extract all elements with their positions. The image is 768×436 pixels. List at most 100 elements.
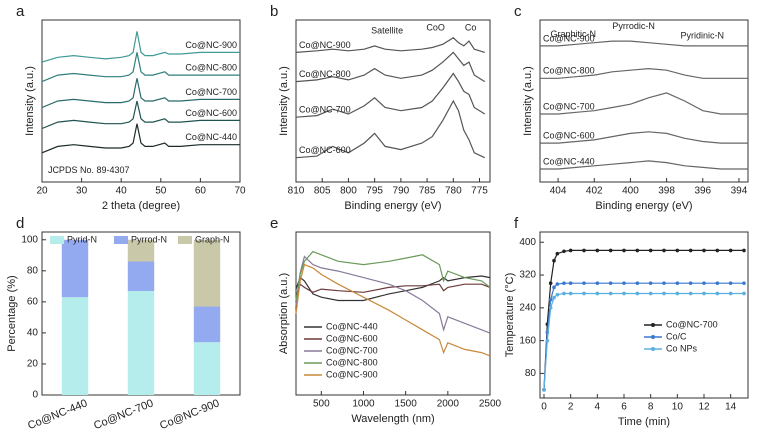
legend-label: Co@NC-700	[326, 345, 378, 355]
data-point	[595, 291, 600, 296]
panel-letter: a	[16, 3, 25, 20]
data-point	[552, 295, 556, 300]
x-tick-label: 398	[658, 186, 675, 197]
x-tick-label: 8	[648, 402, 654, 413]
y-axis-title: Intensity (a.u.)	[522, 66, 534, 136]
data-point	[702, 281, 706, 286]
data-point	[595, 281, 600, 286]
data-point	[635, 281, 640, 286]
x-tick-label: 795	[366, 186, 383, 197]
data-point	[688, 248, 693, 253]
bar-segment	[193, 342, 221, 395]
x-tick-label: 1500	[395, 399, 418, 410]
series-label: Co@NC-900	[543, 33, 595, 43]
data-point	[595, 248, 600, 253]
plot-frame	[41, 19, 241, 183]
data-point	[555, 292, 560, 297]
data-point	[568, 248, 573, 253]
x-tick-label: 10	[672, 402, 684, 413]
data-point	[742, 248, 746, 253]
series-line	[295, 51, 486, 83]
series-label: Co@NC-600	[299, 145, 351, 155]
legend-swatch	[114, 236, 128, 244]
x-tick-label: 50	[155, 186, 167, 197]
annotation: Graphitic-N	[551, 29, 597, 39]
y-tick-label: 240	[519, 302, 536, 313]
y-tick-label: 80	[27, 265, 39, 276]
bar-segment	[193, 306, 221, 343]
data-point	[555, 251, 560, 256]
data-point	[622, 291, 626, 296]
panel-letter: e	[270, 215, 278, 232]
data-point	[662, 291, 666, 296]
legend-swatch	[50, 236, 64, 244]
series-line	[295, 263, 491, 357]
data-point	[662, 281, 666, 286]
x-axis-title: Time (min)	[618, 416, 670, 428]
series-line	[295, 250, 491, 301]
data-point	[702, 248, 706, 253]
bar-segment	[61, 239, 89, 298]
x-axis-title: Binding energy (eV)	[595, 200, 692, 212]
y-tick-label: 100	[21, 234, 38, 245]
series-line	[295, 99, 486, 159]
x-tick-label: 790	[393, 186, 410, 197]
legend-label: Co@NC-900	[326, 369, 378, 379]
legend-label: Co/C	[666, 331, 687, 341]
bar-segment	[193, 239, 221, 307]
data-point	[675, 248, 680, 253]
data-point	[688, 291, 693, 296]
plot-frame	[295, 19, 491, 183]
x-tick-label: 14	[725, 402, 737, 413]
x-tick-label: 400	[622, 186, 639, 197]
data-point	[545, 338, 550, 343]
x-tick-label: 810	[288, 186, 305, 197]
series-line	[41, 31, 240, 63]
x-tick-label: 6	[621, 402, 627, 413]
series-label: Co@NC-900	[299, 40, 351, 50]
x-tick-label: 785	[419, 186, 436, 197]
panel-letter: f	[514, 215, 519, 232]
series-line	[41, 78, 240, 109]
y-axis-title: Temperature (°C)	[504, 273, 516, 357]
series-line	[540, 160, 748, 170]
series-line	[295, 72, 486, 118]
series-label: Co@NC-700	[185, 87, 237, 97]
legend-marker	[651, 323, 655, 327]
data-point	[562, 291, 566, 296]
bar-segment	[127, 261, 155, 291]
x-tick-label: Co@NC-700	[92, 397, 155, 432]
y-axis-title: Absorption (a.u.)	[278, 273, 290, 354]
x-tick-label: 402	[586, 186, 603, 197]
data-point	[552, 285, 556, 290]
x-tick-label: 805	[314, 186, 331, 197]
legend-label: Co@NC-800	[326, 357, 378, 367]
series-label: Co@NC-700	[299, 105, 351, 115]
panel-letter: d	[16, 215, 24, 232]
bar-segment	[127, 290, 155, 395]
legend-label: Pyrid-N	[67, 234, 97, 244]
data-point	[562, 281, 566, 286]
panel-letter: c	[514, 3, 522, 20]
series-line	[295, 255, 491, 334]
x-tick-label: 800	[340, 186, 357, 197]
data-point	[648, 248, 653, 253]
legend-marker	[651, 347, 655, 351]
data-point	[648, 291, 653, 296]
data-point	[688, 281, 693, 286]
data-point	[608, 248, 613, 253]
annotation: CoO	[426, 22, 445, 32]
x-tick-label: 20	[36, 186, 48, 197]
data-point	[548, 297, 553, 302]
series-label: Co@NC-700	[543, 101, 595, 111]
data-point	[568, 281, 573, 286]
series-line	[295, 37, 485, 53]
plot-frame	[539, 19, 749, 183]
annotation: Co	[465, 22, 477, 32]
x-tick-label: 60	[195, 186, 207, 197]
x-tick-label: 40	[116, 186, 128, 197]
data-point	[742, 281, 746, 286]
plot-frame	[539, 231, 749, 399]
panel-letter: b	[270, 3, 278, 20]
